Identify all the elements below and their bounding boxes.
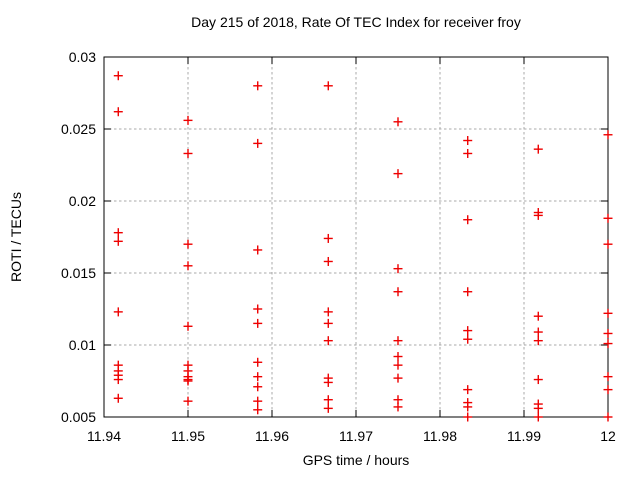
data-point-marker — [463, 287, 473, 297]
data-point-marker — [183, 321, 193, 331]
data-point-marker — [393, 402, 403, 412]
data-point-marker — [463, 215, 473, 225]
data-point-marker — [393, 373, 403, 383]
data-point-marker — [463, 385, 473, 395]
y-tick-label: 0.015 — [61, 265, 96, 281]
data-point-marker — [253, 138, 263, 148]
data-point-marker — [463, 136, 473, 146]
data-point-marker — [113, 228, 123, 238]
axis-ticks — [104, 57, 608, 417]
data-points — [113, 71, 613, 422]
data-point-marker — [603, 372, 613, 382]
data-point-marker — [323, 81, 333, 91]
x-tick-label: 11.98 — [423, 428, 457, 444]
data-point-marker — [183, 148, 193, 158]
data-point-marker — [533, 375, 543, 385]
data-point-marker — [533, 210, 543, 220]
data-point-marker — [603, 385, 613, 395]
y-tick-label: 0.03 — [69, 49, 96, 65]
data-point-marker — [323, 318, 333, 328]
data-point-marker — [393, 336, 403, 346]
data-point-marker — [183, 376, 193, 386]
data-point-marker — [183, 239, 193, 249]
data-point-marker — [323, 395, 333, 405]
data-point-marker — [183, 261, 193, 271]
x-tick-labels: 11.94 11.95 11.96 11.97 11.98 11.99 12 — [87, 428, 616, 444]
data-point-marker — [603, 239, 613, 249]
data-point-marker — [253, 304, 263, 314]
data-point-marker — [603, 213, 613, 223]
x-tick-label: 11.95 — [171, 428, 205, 444]
data-point-marker — [533, 144, 543, 154]
x-tick-label: 11.99 — [507, 428, 541, 444]
data-point-marker — [393, 169, 403, 179]
data-point-marker — [253, 372, 263, 382]
data-point-marker — [253, 357, 263, 367]
y-tick-label: 0.01 — [69, 337, 96, 353]
data-point-marker — [113, 71, 123, 81]
data-point-marker — [393, 287, 403, 297]
data-point-marker — [463, 402, 473, 412]
y-axis-label: ROTI / TECUs — [8, 192, 24, 282]
data-point-marker — [603, 308, 613, 318]
data-point-marker — [253, 318, 263, 328]
y-tick-label: 0.02 — [69, 193, 96, 209]
data-point-marker — [603, 328, 613, 338]
data-point-marker — [463, 148, 473, 158]
chart-title: Day 215 of 2018, Rate Of TEC Index for r… — [191, 14, 521, 30]
data-point-marker — [603, 339, 613, 349]
data-point-marker — [323, 336, 333, 346]
data-point-marker — [533, 336, 543, 346]
data-point-marker — [323, 256, 333, 266]
data-point-marker — [113, 236, 123, 246]
data-point-marker — [463, 326, 473, 336]
x-tick-label: 12 — [600, 428, 616, 444]
y-tick-label: 0.005 — [61, 409, 96, 425]
data-point-marker — [253, 81, 263, 91]
data-point-marker — [603, 412, 613, 422]
data-point-marker — [253, 382, 263, 392]
data-point-marker — [323, 233, 333, 243]
data-point-marker — [533, 311, 543, 321]
grid-lines — [104, 57, 608, 417]
data-point-marker — [323, 307, 333, 317]
data-point-marker — [253, 396, 263, 406]
data-point-marker — [113, 107, 123, 117]
data-point-marker — [533, 403, 543, 413]
x-tick-label: 11.96 — [255, 428, 289, 444]
data-point-marker — [183, 396, 193, 406]
data-point-marker — [533, 327, 543, 337]
x-tick-label: 11.94 — [87, 428, 121, 444]
data-point-marker — [323, 403, 333, 413]
data-point-marker — [113, 307, 123, 317]
x-axis-label: GPS time / hours — [303, 452, 410, 468]
data-point-marker — [393, 117, 403, 127]
data-point-marker — [393, 352, 403, 362]
data-point-marker — [183, 115, 193, 125]
y-tick-labels: 0.005 0.01 0.015 0.02 0.025 0.03 — [61, 49, 96, 425]
data-point-marker — [393, 264, 403, 274]
data-point-marker — [603, 130, 613, 140]
data-point-marker — [533, 412, 543, 422]
y-tick-label: 0.025 — [61, 121, 96, 137]
data-point-marker — [253, 245, 263, 255]
data-point-marker — [113, 393, 123, 403]
data-point-marker — [393, 360, 403, 370]
data-point-marker — [323, 377, 333, 387]
data-point-marker — [113, 375, 123, 385]
data-point-marker — [253, 405, 263, 415]
data-point-marker — [463, 412, 473, 422]
x-tick-label: 11.97 — [339, 428, 373, 444]
data-point-marker — [463, 334, 473, 344]
